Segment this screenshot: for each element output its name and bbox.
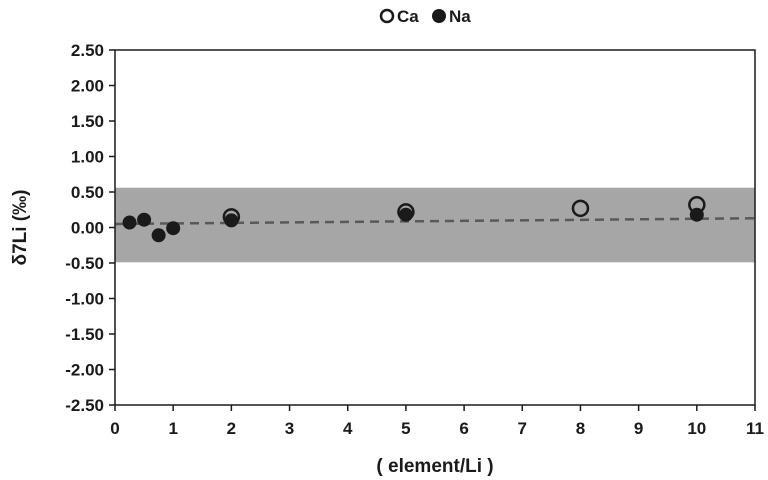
uncertainty-band (115, 187, 755, 263)
na-point (137, 212, 152, 227)
y-tick-label: 2.00 (71, 77, 104, 96)
y-tick-label: 1.00 (71, 148, 104, 167)
x-axis-ticks: 0 1 2 3 4 5 6 7 8 9 10 11 (110, 405, 764, 438)
x-tick-label: 5 (401, 419, 410, 438)
legend-na-label: Na (449, 7, 471, 26)
trendline (114, 217, 756, 226)
x-tick-label: 8 (576, 419, 585, 438)
na-point (398, 207, 413, 222)
y-tick-label: -2.00 (65, 361, 104, 380)
na-point (689, 207, 704, 222)
x-tick-label: 9 (634, 419, 643, 438)
y-tick-label: 0.00 (71, 219, 104, 238)
na-point (224, 213, 239, 228)
y-tick-label: -2.50 (65, 396, 104, 415)
x-tick-label: 11 (746, 419, 764, 438)
ca-point (571, 199, 590, 218)
data-points (122, 196, 706, 243)
x-tick-label: 4 (343, 419, 353, 438)
y-axis-label: δ7Li (‰) (10, 190, 31, 266)
na-point (122, 215, 137, 230)
y-tick-label: 2.50 (71, 41, 104, 60)
x-tick-label: 1 (168, 419, 177, 438)
x-tick-label: 2 (227, 419, 236, 438)
y-tick-label: 1.50 (71, 112, 104, 131)
y-tick-label: 0.50 (71, 183, 104, 202)
x-tick-label: 6 (459, 419, 468, 438)
na-point (166, 221, 181, 236)
y-axis-ticks: 2.50 2.00 1.50 1.00 0.50 0.00 -0.50 -1.00 -1.50 -… (65, 41, 115, 415)
y-tick-label: -1.00 (65, 290, 104, 309)
y-tick-label: -1.50 (65, 325, 104, 344)
x-axis-label: ( element/Li ) (376, 456, 493, 477)
legend-na-marker (432, 9, 446, 23)
legend-ca-label: Ca (397, 7, 419, 26)
legend: Ca Na (379, 7, 471, 26)
x-tick-label: 0 (110, 419, 119, 438)
x-tick-label: 7 (518, 419, 527, 438)
na-point (151, 228, 166, 243)
x-tick-label: 3 (285, 419, 294, 438)
x-tick-label: 10 (687, 419, 706, 438)
legend-ca-marker (379, 8, 395, 24)
y-tick-label: -0.50 (65, 254, 104, 273)
